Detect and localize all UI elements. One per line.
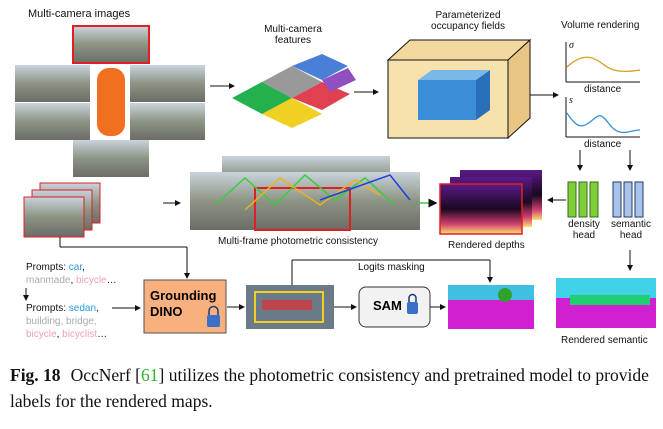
figure-caption: Fig. 18 OccNerf [61] utilizes the photome…: [10, 365, 649, 411]
figure-number: Fig. 18: [10, 365, 61, 385]
lock-icon: [207, 305, 220, 327]
volume-charts: [565, 42, 641, 138]
lock-icon: [407, 293, 418, 314]
label-occupancy: Parameterized occupancy fields: [431, 10, 505, 32]
prompts-initial: Prompts: car, manmade, bicycle…: [26, 262, 117, 286]
distance-label: distance: [584, 84, 622, 95]
label-photometric: Multi-frame photometric consistency: [218, 236, 379, 247]
label-rendered-depths: Rendered depths: [448, 240, 525, 251]
label-rendered-semantic: Rendered semantic: [561, 335, 648, 346]
label-features: Multi-camera features: [264, 24, 322, 46]
density-head: [567, 181, 599, 218]
sam-masks: [448, 285, 534, 329]
s-label: s: [569, 95, 573, 106]
prompts-refined: Prompts: sedan, building, bridge, bicycle,…: [26, 303, 108, 340]
grounding-dino-label: Grounding DINO: [150, 288, 217, 319]
frame-stack: [23, 182, 101, 238]
diagram: [15, 25, 656, 334]
rendered-semantic: [556, 278, 656, 328]
car-icon: [97, 68, 125, 136]
sam-label: SAM: [373, 298, 402, 313]
sigma-label: σ: [569, 40, 574, 51]
semantic-head: [612, 181, 644, 218]
label-volume-rendering: Volume rendering: [561, 20, 640, 31]
label-multi-camera-images: Multi-camera images: [28, 8, 131, 20]
citation-link[interactable]: 61: [141, 365, 159, 385]
label-density-head: density head: [568, 219, 600, 241]
occupancy-cube: [386, 38, 532, 140]
feature-blocks: [232, 54, 356, 128]
rendered-depths: [439, 170, 542, 235]
camera-images: [15, 25, 205, 177]
distance-label: distance: [584, 139, 622, 150]
label-logits-masking: Logits masking: [358, 262, 425, 273]
photometric-frames: [190, 156, 420, 231]
label-semantic-head: semantic head: [610, 219, 651, 241]
